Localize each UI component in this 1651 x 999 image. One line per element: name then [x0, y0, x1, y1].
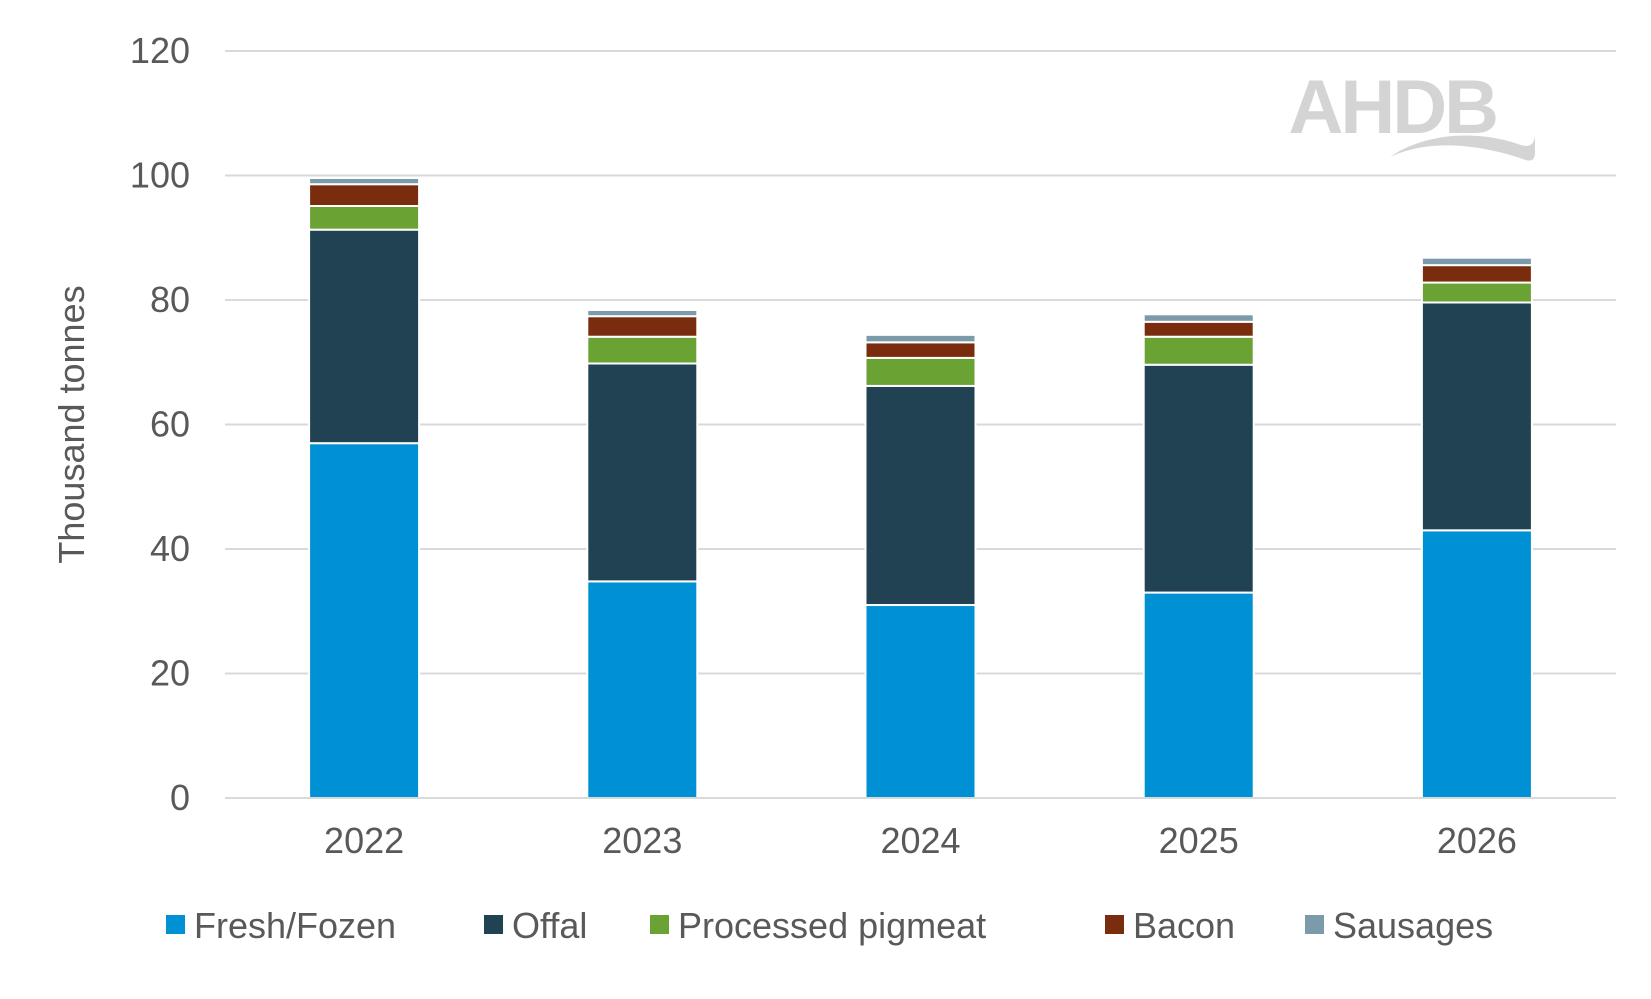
bar-segment-processed-pigmeat-2022 [308, 205, 421, 231]
bar-segment-sausages-2024 [864, 333, 977, 344]
y-tick-label: 0 [170, 777, 190, 818]
legend-swatch [166, 915, 185, 934]
y-tick-label: 60 [150, 404, 190, 445]
legend-swatch [650, 915, 669, 934]
bar-segment-offal-2026 [1420, 301, 1533, 532]
x-axis-ticks: 2022 2023 2024 2025 2026 [324, 820, 1517, 861]
bar-segment-bacon-2022 [308, 183, 421, 208]
bar-segment-processed-pigmeat-2025 [1142, 335, 1255, 366]
bar-segment-sausages-2022 [308, 176, 421, 186]
x-tick-label: 2026 [1437, 820, 1517, 861]
legend-label: Processed pigmeat [678, 905, 986, 946]
legend: Fresh/Fozen Offal Processed pigmeat Bacon Sa… [166, 905, 1493, 946]
bar-segment-sausages-2023 [586, 308, 699, 318]
bar-segment-sausages-2025 [1142, 313, 1255, 323]
bar-segment-processed-pigmeat-2026 [1420, 281, 1533, 304]
y-tick-label: 100 [130, 155, 190, 196]
bar-segment-offal-2024 [864, 384, 977, 607]
bar-segment-bacon-2025 [1142, 320, 1255, 338]
legend-label: Fresh/Fozen [194, 905, 396, 946]
y-tick-label: 20 [150, 653, 190, 694]
bar-segment-offal-2022 [308, 228, 421, 445]
legend-label: Bacon [1133, 905, 1235, 946]
bar-segment-fresh-fozen-2024 [864, 604, 977, 800]
legend-label: Offal [512, 905, 587, 946]
bar-segment-fresh-fozen-2023 [586, 580, 699, 799]
y-axis-label: Thousand tonnes [51, 285, 92, 563]
y-axis-ticks: 0 20 40 60 80 100 120 [130, 30, 190, 818]
bars [308, 176, 1533, 800]
bar-segment-offal-2025 [1142, 363, 1255, 594]
y-tick-label: 40 [150, 528, 190, 569]
bar-segment-bacon-2023 [586, 315, 699, 338]
logo-swoosh [1390, 134, 1535, 161]
x-tick-label: 2025 [1159, 820, 1239, 861]
x-tick-label: 2023 [602, 820, 682, 861]
y-tick-label: 80 [150, 279, 190, 320]
bar-segment-offal-2023 [586, 362, 699, 583]
legend-swatch [484, 915, 503, 934]
ahdb-logo: AHDB [1288, 65, 1535, 161]
bar-segment-bacon-2024 [864, 341, 977, 359]
bar-segment-fresh-fozen-2025 [1142, 591, 1255, 800]
x-tick-label: 2022 [324, 820, 404, 861]
bar-segment-processed-pigmeat-2023 [586, 335, 699, 365]
bar-segment-fresh-fozen-2026 [1420, 529, 1533, 799]
bar-segment-sausages-2026 [1420, 256, 1533, 267]
legend-swatch [1105, 915, 1124, 934]
x-tick-label: 2024 [880, 820, 960, 861]
y-tick-label: 120 [130, 30, 190, 71]
bar-segment-processed-pigmeat-2024 [864, 356, 977, 387]
bar-segment-bacon-2026 [1420, 264, 1533, 284]
bar-segment-fresh-fozen-2022 [308, 442, 421, 799]
legend-swatch [1305, 915, 1324, 934]
legend-label: Sausages [1333, 905, 1493, 946]
